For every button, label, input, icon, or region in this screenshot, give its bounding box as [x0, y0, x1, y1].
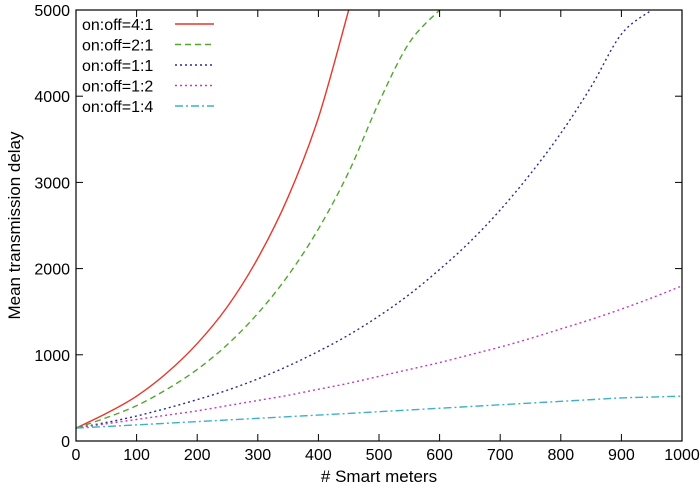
plot-frame	[75, 9, 683, 442]
legend: on:off=4:1 on:off=2:1 on:off=1:1 on:off=1:2…	[82, 17, 214, 116]
axes-layer: 0 100 200 300 400 500 600 700 800 900 1000 0 1000 200…	[34, 3, 699, 464]
x-tick-label: 800	[547, 447, 574, 464]
x-tick-label: 900	[608, 447, 635, 464]
series-line-1	[76, 10, 350, 429]
y-tick-label: 4000	[34, 89, 70, 106]
x-tick-label: 600	[426, 447, 453, 464]
legend-label: on:off=1:1	[82, 58, 153, 75]
legend-label: on:off=2:1	[82, 38, 153, 55]
legend-label: on:off=1:2	[82, 79, 153, 96]
legend-label: on:off=4:1	[82, 17, 153, 34]
x-tick-label: 100	[123, 447, 150, 464]
x-tick-label: 1000	[664, 447, 700, 464]
legend-label: on:off=1:4	[82, 99, 153, 116]
y-tick-label: 3000	[34, 175, 70, 192]
series-line-2	[76, 10, 441, 429]
x-axis-label: # Smart meters	[321, 467, 437, 486]
series-line-4	[76, 285, 682, 429]
x-tick-label: 300	[244, 447, 271, 464]
y-tick-label: 5000	[34, 3, 70, 20]
x-tick-label: 400	[305, 447, 332, 464]
series-layer	[76, 10, 682, 429]
x-tick-label: 500	[366, 447, 393, 464]
y-tick-label: 1000	[34, 348, 70, 365]
x-tick-label: 700	[487, 447, 514, 464]
series-line-5	[76, 395, 682, 429]
y-tick-label: 0	[61, 434, 70, 451]
x-tick-label: 200	[184, 447, 211, 464]
x-tick-label: 0	[72, 447, 81, 464]
series-line-3	[76, 10, 653, 429]
y-axis-label: Mean transmission delay	[5, 131, 24, 320]
y-tick-label: 2000	[34, 262, 70, 279]
